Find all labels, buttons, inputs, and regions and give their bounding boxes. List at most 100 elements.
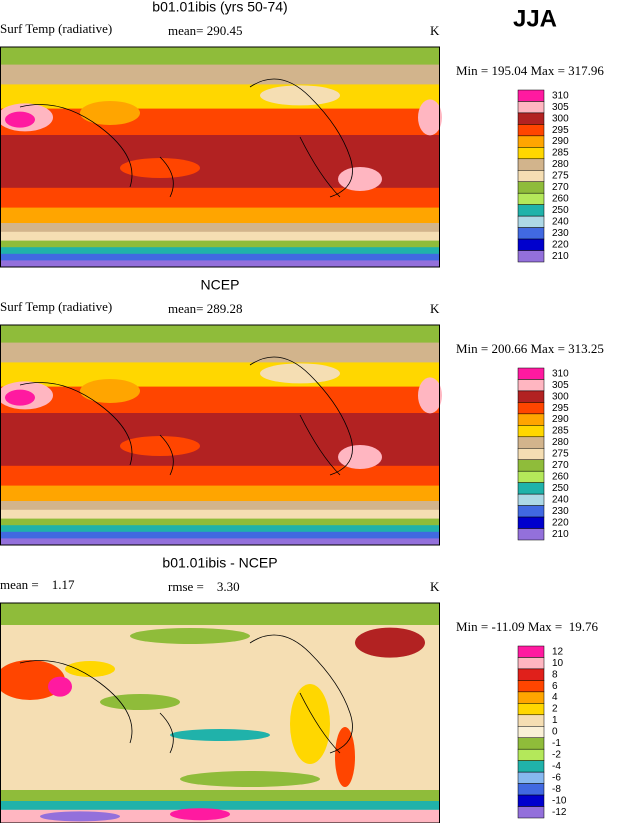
map-region — [180, 771, 320, 787]
legend-swatch — [517, 89, 545, 102]
legend-swatch — [517, 493, 545, 506]
map-band — [0, 240, 440, 248]
legend-swatch — [517, 390, 545, 403]
map-region — [48, 676, 72, 697]
legend-swatch — [517, 771, 545, 784]
panel-title: NCEP — [201, 277, 240, 293]
map-region — [5, 389, 35, 406]
legend-swatch — [517, 748, 545, 761]
map-region — [338, 167, 382, 191]
legend-swatch — [517, 783, 545, 796]
legend-swatch — [517, 227, 545, 240]
legend-label: 275 — [552, 171, 569, 182]
legend-swatch — [517, 528, 545, 541]
map-region — [335, 727, 355, 787]
legend-swatch — [517, 726, 545, 738]
map-band — [0, 247, 440, 255]
map-frame — [0, 46, 440, 268]
map-region — [120, 158, 200, 178]
map-band — [0, 485, 440, 502]
legend-label: 1 — [552, 715, 558, 726]
map — [0, 324, 442, 546]
map-band — [0, 325, 440, 344]
legend-swatch — [517, 459, 545, 472]
legend-swatch — [517, 448, 545, 460]
units: K — [430, 579, 440, 594]
legend-swatch — [517, 436, 545, 449]
units: K — [430, 23, 440, 38]
legend-label: 280 — [552, 159, 569, 170]
legend-swatch — [517, 794, 545, 807]
legend-label: 240 — [552, 495, 569, 506]
legend-label: 8 — [552, 669, 558, 680]
map-region — [5, 111, 35, 128]
legend-label: -4 — [552, 761, 561, 772]
map-band — [0, 501, 440, 511]
map-region — [100, 694, 180, 710]
legend-swatch — [517, 425, 545, 438]
legend-label: 250 — [552, 205, 569, 216]
map-band — [0, 603, 440, 626]
left-text: Surf Temp (radiative) — [0, 21, 112, 36]
panel-title: b01.01ibis - NCEP — [162, 555, 277, 571]
legend-label: 270 — [552, 460, 569, 471]
mid-text: rmse = 3.30 — [168, 579, 240, 594]
season-label: JJA — [513, 5, 557, 32]
legend-label: 295 — [552, 403, 569, 414]
legend-swatch — [517, 192, 545, 205]
legend-swatch — [517, 645, 545, 658]
legend-label: 230 — [552, 506, 569, 517]
coastline — [19, 634, 353, 754]
map-region — [260, 363, 340, 384]
legend-swatch — [517, 402, 545, 415]
map-band — [0, 465, 440, 487]
legend-label: 305 — [552, 102, 569, 113]
legend-swatch — [517, 657, 545, 670]
legend-swatch — [517, 691, 545, 704]
legend-swatch — [517, 680, 545, 693]
legend-label: 295 — [552, 125, 569, 136]
map-region — [260, 85, 340, 106]
legend-label: 12 — [552, 646, 564, 657]
left-text: Surf Temp (radiative) — [0, 299, 112, 314]
map-band — [0, 509, 440, 520]
map-band — [0, 386, 440, 414]
legend-swatch — [517, 714, 545, 727]
map-frame — [0, 324, 440, 546]
min-max: Min = 195.04 Max = 317.96 — [456, 63, 604, 78]
map-band — [0, 518, 440, 526]
legend-label: 260 — [552, 472, 569, 483]
legend-swatch — [517, 238, 545, 251]
map-region — [120, 436, 200, 456]
legend-label: -6 — [552, 773, 561, 784]
units: K — [430, 301, 440, 316]
map-band — [0, 253, 440, 261]
legend-label: 250 — [552, 483, 569, 494]
legend-swatch — [517, 482, 545, 495]
legend-swatch — [517, 703, 545, 716]
legend-label: 310 — [552, 90, 569, 101]
legend-label: 220 — [552, 517, 569, 528]
legend-label: 305 — [552, 380, 569, 391]
min-max: Min = -11.09 Max = 19.76 — [456, 619, 599, 634]
map-region — [170, 729, 270, 741]
map-region — [355, 627, 425, 658]
map-band — [0, 223, 440, 233]
legend-label: 4 — [552, 692, 558, 703]
legend-label: -8 — [552, 784, 561, 795]
map-region — [80, 379, 140, 403]
legend-label: 260 — [552, 194, 569, 205]
panel-title: b01.01ibis (yrs 50-74) — [152, 0, 287, 15]
legend-swatch — [517, 470, 545, 483]
map-band — [0, 525, 440, 533]
map-band — [0, 108, 440, 136]
min-max: Min = 200.66 Max = 313.25 — [456, 341, 604, 356]
legend-swatch — [517, 158, 545, 171]
legend-label: -10 — [552, 795, 567, 806]
map-region — [418, 377, 442, 414]
map-band — [0, 84, 440, 110]
legend-swatch — [517, 760, 545, 773]
map — [0, 46, 442, 268]
legend-label: 290 — [552, 136, 569, 147]
